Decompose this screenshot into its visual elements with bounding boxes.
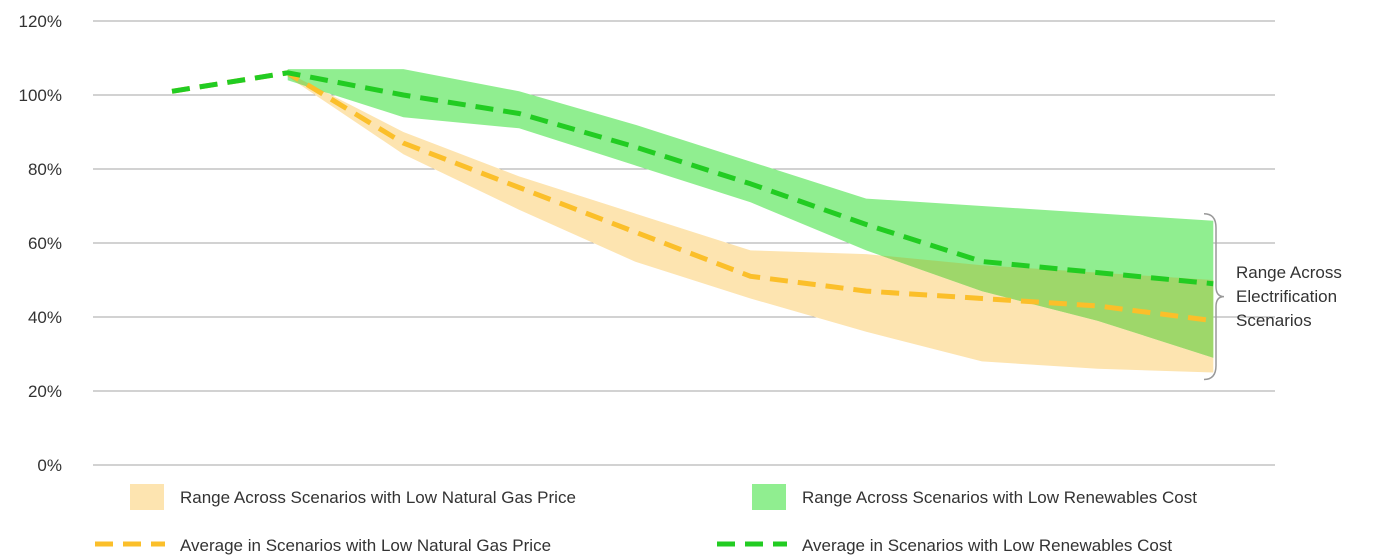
legend-label: Range Across Scenarios with Low Natural … bbox=[180, 488, 576, 507]
range-annotation: Range Across Electrification Scenarios bbox=[1203, 213, 1342, 381]
average-lines bbox=[171, 70, 1214, 324]
average-line-0 bbox=[171, 70, 1214, 324]
y-tick-label: 20% bbox=[28, 382, 62, 401]
y-tick-label: 60% bbox=[28, 234, 62, 253]
brace-icon bbox=[1203, 213, 1225, 381]
annotation-line: Range Across bbox=[1236, 263, 1342, 282]
legend-swatch bbox=[752, 484, 786, 510]
y-tick-label: 80% bbox=[28, 160, 62, 179]
legend-swatch bbox=[130, 484, 164, 510]
y-tick-label: 120% bbox=[19, 12, 62, 31]
y-tick-label: 0% bbox=[37, 456, 62, 475]
y-axis: 0% 20% 40% 60% 80% 100% 120% bbox=[19, 12, 62, 475]
y-tick-label: 40% bbox=[28, 308, 62, 327]
legend-label: Average in Scenarios with Low Renewables… bbox=[802, 536, 1172, 555]
legend-label: Average in Scenarios with Low Natural Ga… bbox=[180, 536, 551, 555]
legend: Range Across Scenarios with Low Natural … bbox=[95, 484, 1197, 555]
y-tick-label: 100% bbox=[19, 86, 62, 105]
average-line-1 bbox=[171, 70, 1214, 287]
annotation-line: Electrification bbox=[1236, 287, 1337, 306]
legend-label: Range Across Scenarios with Low Renewabl… bbox=[802, 488, 1197, 507]
range-bands bbox=[287, 69, 1214, 373]
annotation-line: Scenarios bbox=[1236, 311, 1312, 330]
